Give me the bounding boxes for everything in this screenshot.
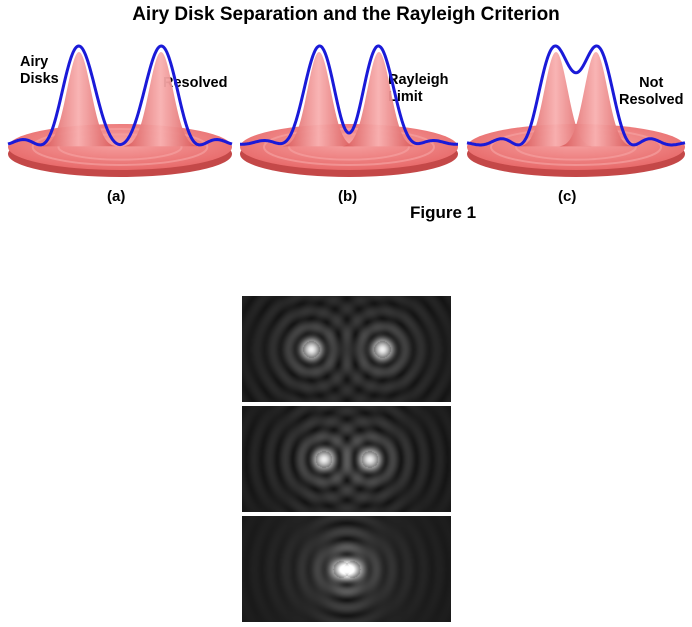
panel-a-illustration	[7, 44, 233, 177]
intensity-profile-line	[7, 44, 233, 147]
airy-pattern-unresolved-image	[242, 516, 451, 622]
airy-disks-label-text: Airy Disks	[20, 54, 59, 87]
intensity-profile-line	[239, 44, 459, 146]
figure-label: Figure 1	[410, 203, 477, 222]
airy-disks-label: Airy Disks	[20, 54, 59, 88]
airy-peak	[519, 52, 593, 147]
panel-c-illustration	[466, 44, 686, 177]
airy-peak	[282, 52, 356, 147]
airy-peak	[559, 52, 632, 147]
not-resolved-label: Not Resolved	[619, 75, 683, 109]
panel-b-illustration	[239, 44, 459, 177]
airy-pattern-rayleigh-image	[242, 406, 451, 512]
caption-b: (b)	[338, 188, 358, 205]
resolved-label: Resolved	[163, 75, 228, 91]
airy-pattern-resolved-image	[242, 296, 451, 402]
caption-a: (a)	[107, 188, 126, 205]
intensity-profile-line	[466, 44, 686, 147]
disk-base	[8, 124, 232, 170]
caption-c: (c)	[558, 188, 577, 205]
disk-base	[240, 124, 458, 170]
diagram-title: Airy Disk Separation and the Rayleigh Cr…	[132, 4, 560, 25]
airy-peak	[123, 52, 199, 147]
airy-peak	[41, 52, 116, 147]
not-resolved-label-text: Not Resolved	[619, 75, 684, 108]
airy-peak	[342, 52, 415, 147]
disk-base	[467, 124, 685, 170]
